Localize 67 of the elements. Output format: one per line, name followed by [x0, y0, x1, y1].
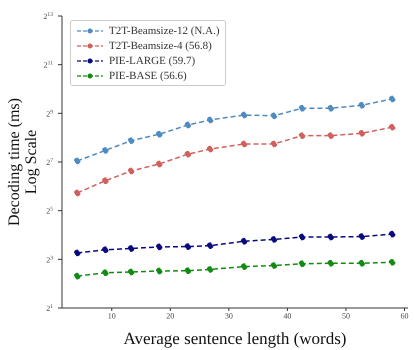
y-tick-label: 2$^{7}$ — [46, 158, 54, 167]
y-axis-title: Decoding time (ms) Log Scale — [6, 98, 40, 226]
point — [388, 96, 396, 102]
legend-label: T2T-Beamsize-4 (56.8) — [109, 40, 212, 52]
point — [74, 272, 81, 280]
point — [128, 137, 134, 144]
point — [184, 122, 192, 128]
point — [358, 130, 366, 137]
point — [358, 260, 366, 267]
point — [206, 242, 214, 250]
point — [74, 250, 81, 256]
point — [270, 236, 278, 243]
x-axis-title: Average sentence length (words) — [124, 329, 346, 348]
point — [102, 269, 109, 276]
point — [156, 268, 163, 274]
point — [240, 263, 248, 270]
point — [184, 243, 192, 250]
point — [240, 238, 248, 245]
x-tick-label: 50 — [342, 312, 350, 321]
point — [128, 245, 134, 252]
legend-label: PIE-LARGE (59.7) — [109, 54, 196, 66]
point — [327, 104, 334, 112]
point — [156, 160, 163, 168]
point — [388, 124, 396, 131]
point — [102, 246, 109, 254]
point — [206, 116, 214, 124]
point — [128, 168, 134, 174]
point — [270, 112, 278, 120]
y-tick-label: 2$^{3}$ — [46, 255, 54, 264]
point — [240, 112, 248, 118]
x-tick-label: 10 — [108, 312, 116, 321]
point — [74, 158, 81, 164]
point — [102, 147, 109, 154]
y-tick-label: 2$^{5}$ — [46, 206, 54, 216]
point — [156, 130, 163, 138]
point — [388, 230, 396, 238]
x-tick-label: 40 — [283, 312, 292, 321]
point — [270, 140, 278, 148]
point — [184, 267, 192, 274]
x-tick-label: 60 — [400, 312, 408, 321]
y-tick-label: 2$^{11}$ — [44, 60, 54, 70]
point — [327, 234, 334, 240]
point — [388, 258, 396, 266]
y-tick-label: 2$^{9}$ — [46, 109, 54, 118]
point — [298, 260, 306, 268]
x-tick-label: 30 — [224, 312, 233, 321]
point — [184, 150, 192, 158]
x-tick-label: 20 — [166, 312, 174, 321]
point — [298, 104, 306, 112]
point — [358, 233, 366, 240]
y-tick-label: 2$^{1}$ — [46, 304, 54, 313]
point — [74, 190, 81, 196]
point — [327, 260, 334, 267]
point — [240, 140, 248, 148]
point — [156, 244, 163, 250]
point — [270, 262, 278, 269]
point — [358, 102, 366, 109]
point — [206, 266, 214, 273]
y-tick-label: 2$^{13}$ — [43, 12, 54, 21]
point — [206, 146, 214, 152]
point — [298, 234, 306, 240]
point — [298, 132, 306, 140]
legend-label: T2T-Beamsize-12 (N.A.) — [109, 24, 220, 36]
point — [128, 268, 134, 276]
point — [327, 132, 334, 140]
point — [102, 177, 109, 184]
legend-label: PIE-BASE (56.6) — [109, 70, 187, 82]
